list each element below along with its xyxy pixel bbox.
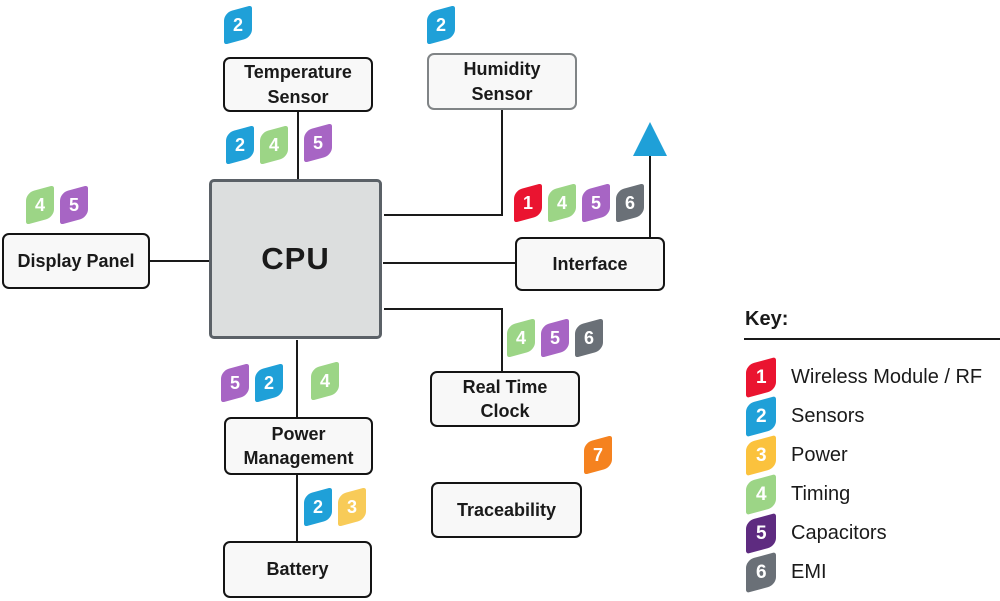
legend-divider bbox=[744, 338, 1000, 340]
badges-humidity-sensor: 2 bbox=[427, 5, 455, 45]
connector-power-management-battery bbox=[296, 474, 298, 542]
legend-item-timing: 4 Timing bbox=[746, 473, 851, 516]
legend-item-capacitors: 5 Capacitors bbox=[746, 512, 887, 555]
connector-cpu-power-management bbox=[296, 340, 298, 418]
node-cpu: CPU bbox=[209, 179, 382, 339]
legend-item-sensors: 2 Sensors bbox=[746, 395, 865, 438]
antenna-arrow-icon bbox=[633, 122, 667, 156]
badge-sensors: 2 bbox=[746, 395, 776, 438]
badges-temperature-sensor: 2 bbox=[224, 5, 252, 45]
connector-display-cpu bbox=[149, 260, 210, 262]
badge-capacitors: 5 bbox=[60, 185, 88, 225]
badges-cpu-top-left: 2 4 bbox=[226, 125, 288, 165]
badge-emi: 6 bbox=[746, 551, 776, 594]
badge-sensors: 2 bbox=[427, 5, 455, 45]
badge-sensors: 2 bbox=[224, 5, 252, 45]
badge-emi: 6 bbox=[616, 183, 644, 223]
legend-item-wireless-rf: 1 Wireless Module / RF bbox=[746, 356, 983, 399]
badges-display-panel: 4 5 bbox=[26, 185, 88, 225]
badges-traceability: 7 bbox=[584, 435, 612, 475]
badges-battery: 2 3 bbox=[304, 487, 366, 527]
badge-capacitors: 5 bbox=[746, 512, 776, 555]
badge-timing: 4 bbox=[260, 125, 288, 165]
badge-timing: 4 bbox=[311, 361, 339, 401]
badge-power: 3 bbox=[338, 487, 366, 527]
legend-item-power: 3 Power bbox=[746, 434, 848, 477]
node-humidity-sensor: Humidity Sensor bbox=[427, 53, 577, 110]
badges-cpu-top-right: 5 bbox=[304, 123, 332, 163]
badge-capacitors: 5 bbox=[304, 123, 332, 163]
badges-interface: 1 4 5 6 bbox=[514, 183, 644, 223]
legend-label: Wireless Module / RF bbox=[791, 366, 983, 388]
badge-capacitors: 5 bbox=[582, 183, 610, 223]
connector-cpu-interface bbox=[383, 262, 516, 264]
connector-rtc-vertical bbox=[501, 308, 503, 372]
badge-sensors: 2 bbox=[226, 125, 254, 165]
node-temperature-sensor: Temperature Sensor bbox=[223, 57, 373, 112]
badge-capacitors: 5 bbox=[541, 318, 569, 358]
badge-timing: 4 bbox=[507, 318, 535, 358]
badge-wireless-rf: 1 bbox=[514, 183, 542, 223]
badge-timing: 4 bbox=[746, 473, 776, 516]
badge-timing: 4 bbox=[26, 185, 54, 225]
node-interface: Interface bbox=[515, 237, 665, 291]
badge-sensors: 2 bbox=[304, 487, 332, 527]
badges-power-management-left: 5 2 bbox=[221, 363, 283, 403]
legend-label: Power bbox=[791, 444, 848, 466]
legend-label: Timing bbox=[791, 483, 851, 505]
connector-humidity-vertical bbox=[501, 109, 503, 216]
badge-sensors: 2 bbox=[255, 363, 283, 403]
badges-real-time-clock: 4 5 6 bbox=[507, 318, 603, 358]
node-display-panel: Display Panel bbox=[2, 233, 150, 289]
badge-emi: 6 bbox=[575, 318, 603, 358]
badge-7: 7 bbox=[584, 435, 612, 475]
node-power-management: Power Management bbox=[224, 417, 373, 475]
antenna-line bbox=[649, 152, 651, 238]
legend-label: Capacitors bbox=[791, 522, 887, 544]
badge-timing: 4 bbox=[548, 183, 576, 223]
node-real-time-clock: Real Time Clock bbox=[430, 371, 580, 427]
legend-label: EMI bbox=[791, 561, 827, 583]
legend-label: Sensors bbox=[791, 405, 865, 427]
legend-title: Key: bbox=[745, 308, 789, 330]
badge-power: 3 bbox=[746, 434, 776, 477]
badge-wireless-rf: 1 bbox=[746, 356, 776, 399]
connector-temperature-cpu bbox=[297, 111, 299, 179]
connector-rtc-horizontal bbox=[384, 308, 503, 310]
node-traceability: Traceability bbox=[431, 482, 582, 538]
badge-capacitors: 5 bbox=[221, 363, 249, 403]
legend-item-emi: 6 EMI bbox=[746, 551, 827, 594]
connector-humidity-horizontal bbox=[384, 214, 503, 216]
node-battery: Battery bbox=[223, 541, 372, 598]
badges-power-management-right: 4 bbox=[311, 361, 339, 401]
